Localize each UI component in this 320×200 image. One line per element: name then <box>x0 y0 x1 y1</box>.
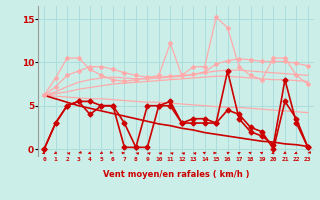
X-axis label: Vent moyen/en rafales ( km/h ): Vent moyen/en rafales ( km/h ) <box>103 170 249 179</box>
